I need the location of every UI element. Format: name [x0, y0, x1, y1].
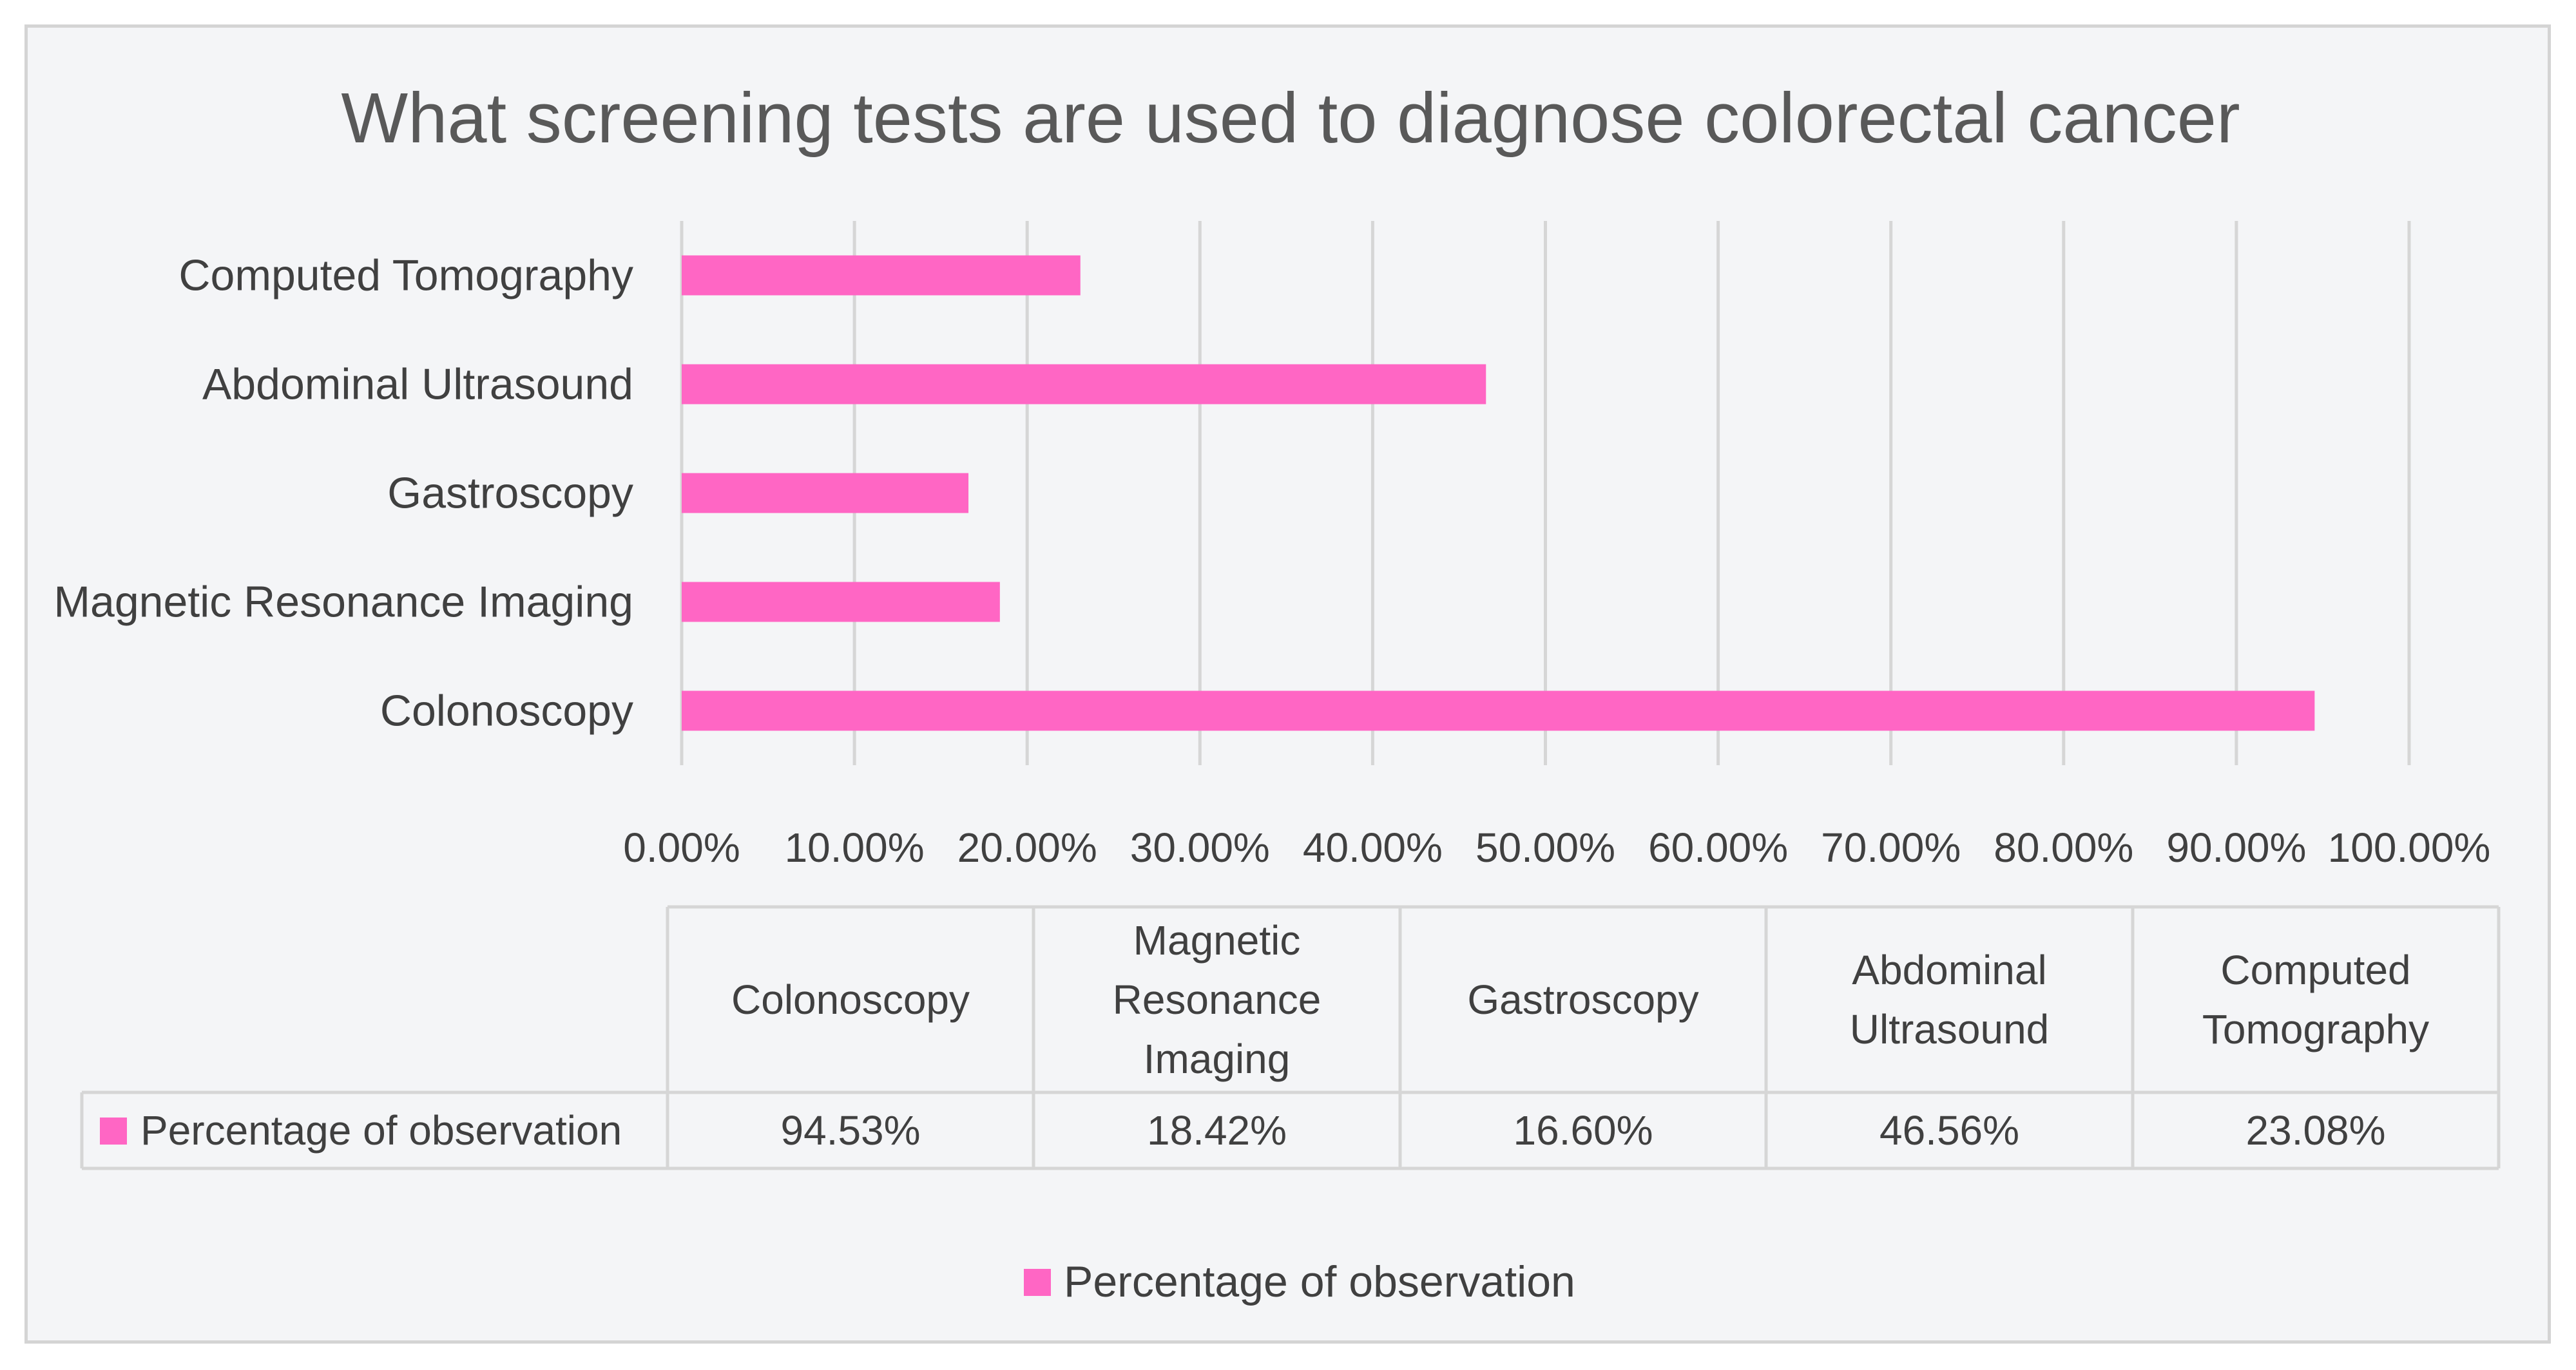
- category-label-colonoscopy: Colonoscopy: [380, 687, 633, 736]
- table-header-abdominal-ultrasound: Abdominal Ultrasound: [1850, 947, 2050, 1052]
- table-value-gastroscopy: 16.60%: [1513, 1107, 1653, 1154]
- x-tick-label-1: 10.00%: [785, 824, 925, 871]
- chart-title: What screening tests are used to diagnos…: [341, 79, 2240, 158]
- table-header-gastroscopy: Gastroscopy: [1467, 976, 1698, 1023]
- table-header-magnetic-resonance-imaging: Magnetic Resonance Imaging: [1113, 917, 1322, 1082]
- x-tick-labels: 0.00% 10.00% 20.00% 30.00% 40.00% 50.00% 60.00…: [623, 824, 2490, 871]
- chart-frame: What screening tests are used to diagnos…: [24, 24, 2551, 1344]
- x-tick-label-4: 40.00%: [1303, 824, 1443, 871]
- table-legend-swatch: [100, 1118, 127, 1145]
- category-labels: Colonoscopy Magnetic Resonance Imaging Gas…: [53, 251, 633, 736]
- bar-gastroscopy: [682, 473, 969, 513]
- x-tick-label-8: 80.00%: [1994, 824, 2133, 871]
- category-label-gastroscopy: Gastroscopy: [387, 469, 633, 518]
- x-tick-label-7: 70.00%: [1821, 824, 1961, 871]
- category-label-computed-tomography: Computed Tomography: [178, 251, 633, 300]
- table-series-label: Percentage of observation: [140, 1107, 622, 1154]
- x-tick-label-0: 0.00%: [623, 824, 740, 871]
- bar-magnetic-resonance-imaging: [682, 582, 1000, 622]
- x-tick-label-9: 90.00%: [2166, 824, 2306, 871]
- legend-swatch: [1024, 1269, 1051, 1296]
- bar-abdominal-ultrasound: [682, 364, 1486, 404]
- bar-colonoscopy: [682, 690, 2315, 731]
- category-label-abdominal-ultrasound: Abdominal Ultrasound: [202, 360, 633, 409]
- bars: [682, 255, 2315, 731]
- legend-label: Percentage of observation: [1064, 1257, 1575, 1306]
- data-table: Colonoscopy Magnetic Resonance Imaging Gastr…: [80, 905, 2501, 1170]
- table-header-colonoscopy: Colonoscopy: [731, 976, 970, 1023]
- bar-computed-tomography: [682, 255, 1081, 296]
- category-label-magnetic-resonance-imaging: Magnetic Resonance Imaging: [53, 578, 633, 627]
- legend: Percentage of observation: [1024, 1257, 1575, 1306]
- table-value-abdominal-ultrasound: 46.56%: [1879, 1107, 2019, 1154]
- x-tick-label-6: 60.00%: [1648, 824, 1788, 871]
- table-value-magnetic-resonance-imaging: 18.42%: [1147, 1107, 1287, 1154]
- table-value-computed-tomography: 23.08%: [2245, 1107, 2385, 1154]
- table-value-colonoscopy: 94.53%: [780, 1107, 920, 1154]
- x-tick-label-10: 100.00%: [2328, 824, 2491, 871]
- x-tick-label-3: 30.00%: [1130, 824, 1270, 871]
- table-header-computed-tomography: Computed Tomography: [2202, 947, 2429, 1052]
- gridlines: [680, 221, 2411, 765]
- x-tick-label-2: 20.00%: [957, 824, 1097, 871]
- x-tick-label-5: 50.00%: [1475, 824, 1615, 871]
- chart-svg: What screening tests are used to diagnos…: [53, 79, 2501, 1306]
